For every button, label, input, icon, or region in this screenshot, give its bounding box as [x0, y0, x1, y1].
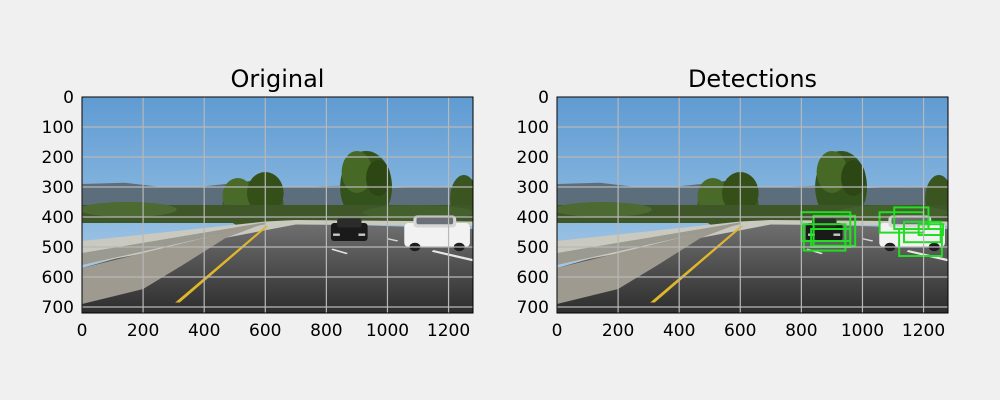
- x-tick-label: 800: [785, 321, 817, 341]
- detection-box: [812, 214, 857, 247]
- y-tick-label: 600: [517, 268, 549, 288]
- y-tick-label: 100: [517, 118, 549, 138]
- x-tick-label: 1200: [902, 321, 945, 341]
- y-tick-label: 0: [538, 88, 549, 108]
- y-tick-label: 200: [517, 148, 549, 168]
- x-tick-label: 800: [310, 321, 342, 341]
- detection-box: [903, 220, 942, 244]
- road-image: [82, 97, 473, 313]
- y-tick-label: 500: [42, 238, 74, 258]
- axes-frame: [556, 96, 949, 314]
- y-tick-label: 700: [42, 298, 74, 318]
- y-tick-label: 100: [42, 118, 74, 138]
- y-tick-label: 500: [517, 238, 549, 258]
- y-tick-label: 700: [517, 298, 549, 318]
- panel-title: Detections: [688, 65, 817, 93]
- panel-2: Detections 0 200 400 600 800 1000 1200 0 100 200 30…: [517, 65, 949, 341]
- y-tick-label: 600: [42, 268, 74, 288]
- panel-1: Original 0 200 400 600 800 1000 1200 0 100 200 300 4…: [42, 65, 474, 341]
- x-tick-label: 400: [188, 321, 220, 341]
- y-tick-label: 200: [42, 148, 74, 168]
- x-tick-label: 600: [249, 321, 281, 341]
- x-tick-label: 1200: [427, 321, 470, 341]
- detection-box: [917, 223, 945, 236]
- road-image: [557, 97, 948, 313]
- x-tick-label: 600: [724, 321, 756, 341]
- x-tick-label: 1000: [841, 321, 884, 341]
- axes-frame: [81, 96, 474, 314]
- y-tick-label: 400: [517, 208, 549, 228]
- x-tick-label: 0: [77, 321, 88, 341]
- x-tick-label: 200: [127, 321, 159, 341]
- x-tick-label: 400: [663, 321, 695, 341]
- y-tick-label: 300: [517, 178, 549, 198]
- x-tick-label: 1000: [366, 321, 409, 341]
- y-tick-label: 400: [42, 208, 74, 228]
- y-tick-label: 300: [42, 178, 74, 198]
- detection-box: [802, 223, 847, 252]
- panel-title: Original: [231, 65, 325, 93]
- detection-box: [898, 228, 943, 257]
- x-tick-label: 0: [552, 321, 563, 341]
- y-tick-label: 0: [63, 88, 74, 108]
- x-tick-label: 200: [602, 321, 634, 341]
